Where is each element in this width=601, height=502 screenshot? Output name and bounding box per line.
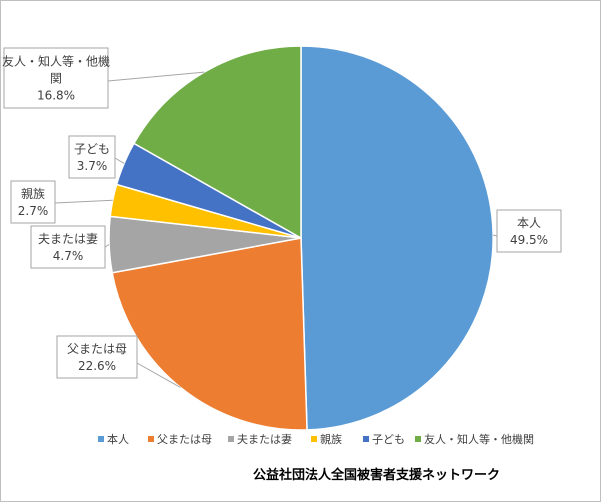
data-label-box-1 xyxy=(56,335,138,379)
data-label-0-line-0: 本人 xyxy=(517,216,541,230)
data-label-1-line-1: 22.6% xyxy=(78,359,116,373)
legend-label-3: 親族 xyxy=(320,432,342,446)
legend-swatch-2 xyxy=(228,436,234,442)
legend-label-0: 本人 xyxy=(107,432,129,446)
data-label-5-line-0: 友人・知人等・他機 xyxy=(2,54,110,69)
legend-swatch-3 xyxy=(311,436,317,442)
leader-lines xyxy=(54,71,498,388)
source-credit: 公益社団法人全国被害者支援ネットワーク xyxy=(253,468,501,483)
leader-line-4 xyxy=(114,157,125,164)
data-label-4-line-0: 子ども xyxy=(74,142,110,156)
legend-swatch-4 xyxy=(363,436,369,442)
data-label-box-2 xyxy=(30,225,106,269)
data-label-1-line-0: 父または母 xyxy=(67,342,127,356)
legend-swatch-1 xyxy=(148,436,154,442)
data-label-0-line-1: 49.5% xyxy=(510,233,548,247)
leader-line-3 xyxy=(54,199,113,204)
pie-slices xyxy=(108,45,494,431)
legend-label-5: 友人・知人等・他機関 xyxy=(424,432,534,446)
legend-swatch-5 xyxy=(415,436,421,442)
data-label-box-5 xyxy=(3,47,109,109)
data-labels: 本人 49.5% 父または母 22.6% 夫または妻 4.7% 親族 2.7% 子ども 3.7% 友… xyxy=(2,47,562,379)
legend-label-4: 子ども xyxy=(372,433,405,446)
legend-label-1: 父または母 xyxy=(157,433,212,446)
data-label-4-line-1: 3.7% xyxy=(77,159,108,173)
data-label-3-line-0: 親族 xyxy=(21,187,45,201)
pie-slice-0 xyxy=(300,45,494,431)
data-label-box-4 xyxy=(68,135,116,179)
data-label-5-line-2: 16.8% xyxy=(37,89,75,103)
data-label-5-line-1: 関 xyxy=(50,72,62,86)
data-label-2-line-1: 4.7% xyxy=(53,249,84,263)
data-label-2-line-0: 夫または妻 xyxy=(38,232,98,246)
data-label-3-line-1: 2.7% xyxy=(18,204,49,218)
data-label-box-3 xyxy=(10,180,56,224)
data-label-box-0 xyxy=(496,209,562,253)
leader-line-2 xyxy=(104,244,110,248)
leader-line-5 xyxy=(107,71,205,82)
legend: 本人 父または母 夫または妻 親族 子ども 友人・知人等・他機関 xyxy=(98,432,534,446)
leader-line-0 xyxy=(492,234,498,237)
legend-swatch-0 xyxy=(98,436,104,442)
legend-label-2: 夫または妻 xyxy=(237,433,292,446)
leader-line-1 xyxy=(136,362,181,388)
